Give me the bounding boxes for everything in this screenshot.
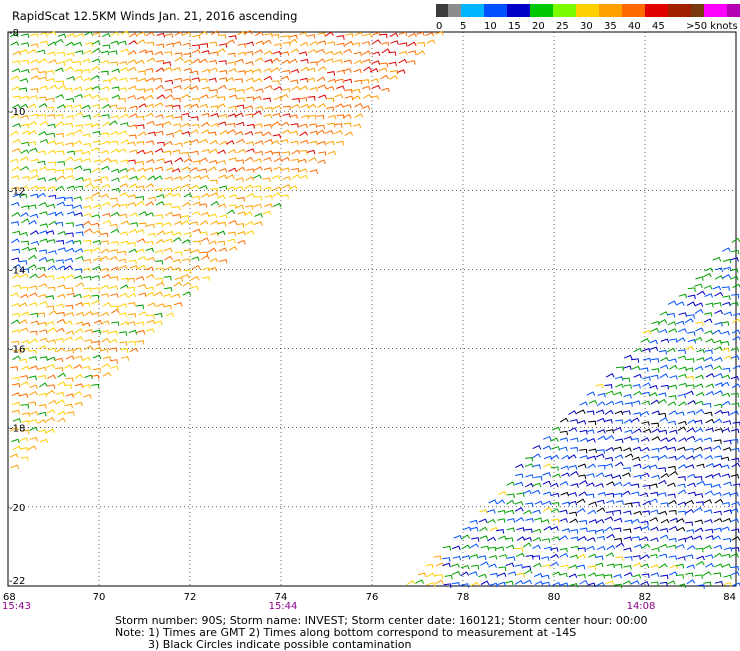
y-tick-label: -16 xyxy=(9,345,25,356)
x-tick-label: 70 xyxy=(93,592,106,603)
x-tick-label: 84 xyxy=(723,592,736,603)
y-tick-label: -18 xyxy=(9,424,25,435)
x-tick-label: 76 xyxy=(366,592,379,603)
y-tick-label: -14 xyxy=(9,265,25,276)
time-label: 15:44 xyxy=(269,601,298,612)
x-tick-label: 78 xyxy=(457,592,470,603)
time-label: 14:08 xyxy=(627,601,656,612)
y-tick-label: -10 xyxy=(9,107,25,118)
y-tick-label: -12 xyxy=(9,186,25,197)
y-tick-label: -8 xyxy=(9,28,19,39)
note-contamination: 3) Black Circles indicate possible conta… xyxy=(148,638,411,651)
x-tick-label: 80 xyxy=(548,592,561,603)
y-tick-label: -20 xyxy=(9,503,25,514)
x-tick-label: 72 xyxy=(184,592,197,603)
y-tick-label: -22 xyxy=(9,576,25,587)
time-label: 15:43 xyxy=(2,601,31,612)
